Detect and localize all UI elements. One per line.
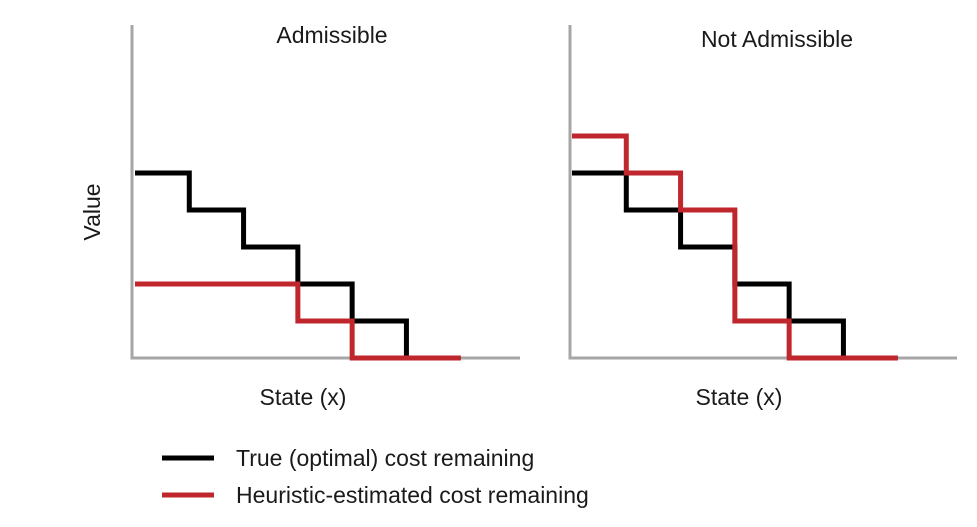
legend: True (optimal) cost remaining Heuristic-… — [162, 445, 589, 508]
panel-title-admissible: Admissible — [276, 22, 387, 48]
series-line-true-cost — [135, 170, 409, 358]
series-line-heuristic — [135, 281, 461, 361]
panel-admissible: Admissible Value State (x) — [79, 22, 520, 410]
series-line-heuristic — [572, 133, 898, 361]
panel-not-admissible: Not Admissible State (x) — [568, 25, 957, 410]
legend-label-heuristic: Heuristic-estimated cost remaining — [236, 482, 589, 508]
plot-area-admissible — [135, 170, 461, 361]
x-axis-label-admissible: State (x) — [260, 384, 347, 410]
x-axis-label-not-admissible: State (x) — [696, 384, 783, 410]
series-line-true-cost — [572, 170, 846, 358]
plot-area-not-admissible — [572, 133, 898, 361]
panel-title-not-admissible: Not Admissible — [701, 26, 853, 52]
y-axis-label: Value — [79, 183, 105, 240]
legend-label-true-cost: True (optimal) cost remaining — [236, 445, 534, 471]
